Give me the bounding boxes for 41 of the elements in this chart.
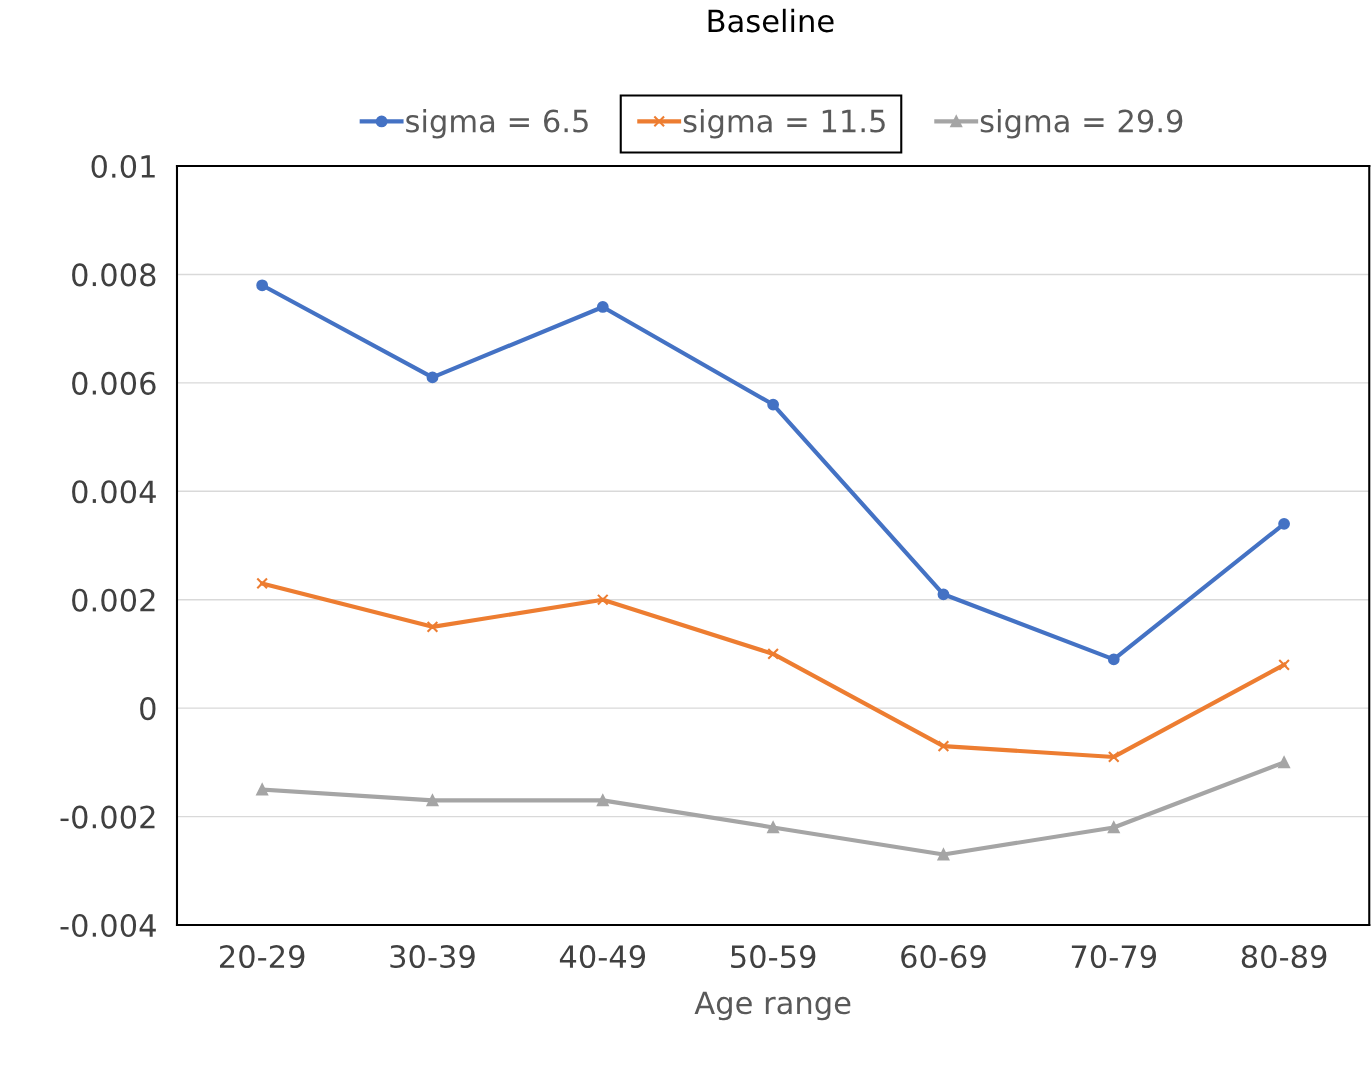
y-tick-label: -0.004	[60, 913, 156, 938]
legend-label: sigma = 11.5	[683, 108, 885, 139]
point	[767, 398, 780, 411]
point	[937, 588, 950, 601]
y-tick-label: 0.004	[72, 480, 156, 504]
x-tick-label: 30-39	[390, 945, 475, 969]
point	[1107, 653, 1120, 666]
point	[767, 821, 780, 834]
y-tick-label: 0.002	[72, 588, 155, 612]
point	[596, 301, 609, 313]
point	[256, 577, 269, 590]
x-tick-label: 50-59	[731, 945, 816, 969]
y-tick-label: -0.002	[60, 805, 155, 829]
point	[937, 848, 950, 861]
point	[426, 371, 439, 384]
y-tick-label: 0	[140, 697, 156, 721]
point	[1278, 756, 1290, 769]
point	[1278, 517, 1290, 530]
point	[1278, 658, 1290, 671]
point	[1107, 751, 1120, 763]
x-tick-label: 20-29	[220, 945, 305, 969]
point	[596, 794, 609, 807]
point	[256, 783, 269, 796]
x-tick-label: 40-49	[559, 945, 646, 969]
legend-label: sigma = 29.9	[980, 108, 1183, 139]
legend-label: sigma = 6.5	[406, 108, 588, 139]
point	[937, 740, 950, 753]
x-tick-label: 70-79	[1071, 945, 1157, 969]
x-tick-label: 60-69	[901, 945, 986, 969]
point	[426, 620, 439, 633]
point	[256, 279, 269, 292]
x-tick-label: 80-89	[1241, 945, 1327, 969]
point	[1107, 821, 1120, 834]
y-tick-label: 0.008	[72, 263, 156, 287]
y-tick-label: 0.006	[72, 371, 156, 395]
point	[767, 648, 780, 660]
point	[596, 593, 609, 606]
chart-title: Baseline	[708, 8, 834, 33]
point	[426, 794, 439, 807]
x-axis-title: Age range	[694, 991, 851, 1021]
y-tick-label: 0.01	[91, 154, 155, 179]
